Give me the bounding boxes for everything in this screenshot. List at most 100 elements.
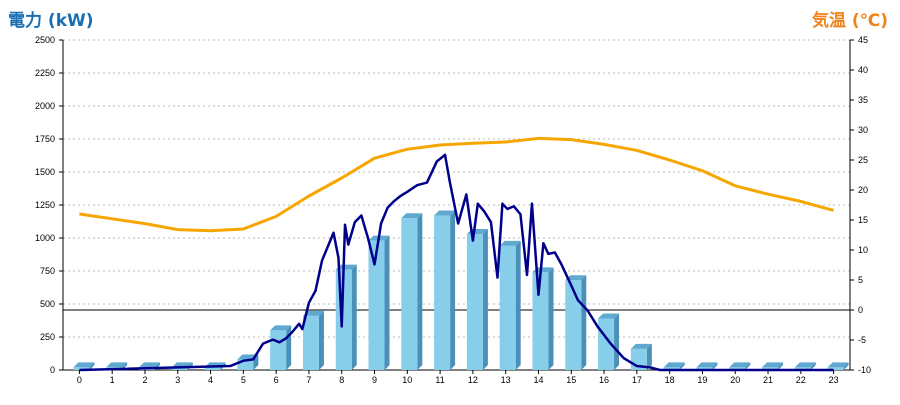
right-axis-tick-label: 5 (858, 275, 863, 285)
x-axis-tick-label: 9 (372, 375, 377, 385)
x-axis-tick-label: 6 (274, 375, 279, 385)
x-axis-tick-label: 0 (77, 375, 82, 385)
power-bar (794, 362, 816, 370)
x-axis-tick-label: 16 (599, 375, 609, 385)
x-axis-tick-label: 12 (468, 375, 478, 385)
power-bar-side (679, 362, 685, 370)
power-bar-top (434, 210, 456, 216)
power-bar-side (712, 362, 718, 370)
x-axis-tick-label: 21 (763, 375, 773, 385)
x-axis-tick-label: 5 (241, 375, 246, 385)
power-bar-top (138, 362, 160, 368)
right-axis-tick-label: 45 (858, 35, 868, 45)
power-bar-front (794, 367, 811, 370)
right-axis-tick-label: 30 (858, 125, 868, 135)
left-axis-tick-label: 1500 (35, 167, 55, 177)
x-axis-tick-label: 22 (796, 375, 806, 385)
power-bar-top (106, 362, 128, 368)
power-bar (466, 229, 488, 370)
power-bar-side (778, 362, 784, 370)
power-bar-front (73, 367, 90, 370)
power-bar-side (614, 313, 620, 370)
left-axis-tick-label: 2250 (35, 68, 55, 78)
x-axis-tick-label: 4 (208, 375, 213, 385)
power-bar (532, 267, 554, 370)
temperature-line (79, 136, 835, 233)
power-bar (827, 362, 849, 370)
power-bar-side (89, 362, 95, 370)
left-axis-tick-label: 0 (50, 365, 55, 375)
power-bar-front (434, 215, 451, 370)
power-bar-front (499, 245, 516, 370)
right-axis-tick-label: -5 (858, 335, 866, 345)
power-bar (565, 275, 587, 370)
left-axis-tick-label: 1250 (35, 200, 55, 210)
x-axis-tick-label: 19 (697, 375, 707, 385)
power-bar-top (696, 362, 718, 368)
power-bar-front (270, 330, 287, 370)
power-bar-side (417, 213, 423, 370)
power-bar (729, 362, 751, 370)
power-bar-front (466, 234, 483, 370)
left-axis-tick-label: 1750 (35, 134, 55, 144)
x-axis-tick-label: 3 (175, 375, 180, 385)
power-bar (368, 235, 390, 370)
x-axis-tick-label: 7 (306, 375, 311, 385)
power-bar-side (482, 229, 488, 370)
right-axis-tick-label: 20 (858, 185, 868, 195)
x-axis-tick-label: 15 (566, 375, 576, 385)
power-bar (302, 310, 324, 370)
x-axis-tick-label: 18 (665, 375, 675, 385)
x-axis-tick-label: 17 (632, 375, 642, 385)
x-axis-tick-label: 2 (142, 375, 147, 385)
power-bar (696, 362, 718, 370)
left-axis-tick-label: 250 (40, 332, 55, 342)
power-bar (663, 362, 685, 370)
power-bar-top (499, 240, 521, 246)
power-bar-front (827, 367, 844, 370)
power-bar-front (302, 315, 319, 370)
right-axis-tick-label: -10 (858, 365, 871, 375)
power-bar-top (598, 313, 620, 319)
power-bar-side (384, 235, 390, 370)
right-axis-tick-label: 0 (858, 305, 863, 315)
power-bar-front (532, 272, 549, 370)
power-bar (401, 213, 423, 370)
power-bar (762, 362, 784, 370)
power-bar-side (318, 310, 324, 370)
x-axis-tick-label: 14 (533, 375, 543, 385)
power-bar-side (581, 275, 587, 370)
power-bar-side (450, 210, 456, 370)
power-bar-side (745, 362, 751, 370)
right-axis-title: 気温 (℃) (811, 11, 888, 31)
x-axis-tick-label: 11 (435, 375, 444, 385)
right-axis-tick-label: 35 (858, 95, 868, 105)
right-axis-tick-label: 15 (858, 215, 868, 225)
x-axis-tick-label: 10 (402, 375, 412, 385)
power-bar-front (729, 367, 746, 370)
left-axis-title: 電力 (kW) (8, 11, 94, 31)
power-bar-top (335, 264, 357, 270)
left-axis-tick-label: 750 (40, 266, 55, 276)
power-bar-top (630, 343, 652, 349)
power-line (79, 153, 834, 372)
power-bar-top (565, 275, 587, 281)
right-axis-tick-label: 10 (858, 245, 868, 255)
power-bar-side (843, 362, 849, 370)
right-axis-tick-label: 40 (858, 65, 868, 75)
power-bar (270, 325, 292, 370)
right-axis-tick-label: 25 (858, 155, 868, 165)
power-bar-top (827, 362, 849, 368)
power-bar-front (401, 218, 418, 370)
power-bar-top (762, 362, 784, 368)
x-axis-tick-label: 1 (110, 375, 115, 385)
power-bar-side (286, 325, 292, 370)
power-bar-front (663, 367, 680, 370)
x-axis-tick-label: 23 (829, 375, 839, 385)
power-bar-side (548, 267, 554, 370)
power-bar-front (565, 280, 582, 370)
power-bar-top (729, 362, 751, 368)
power-bar-front (762, 367, 779, 370)
power-bar (434, 210, 456, 370)
